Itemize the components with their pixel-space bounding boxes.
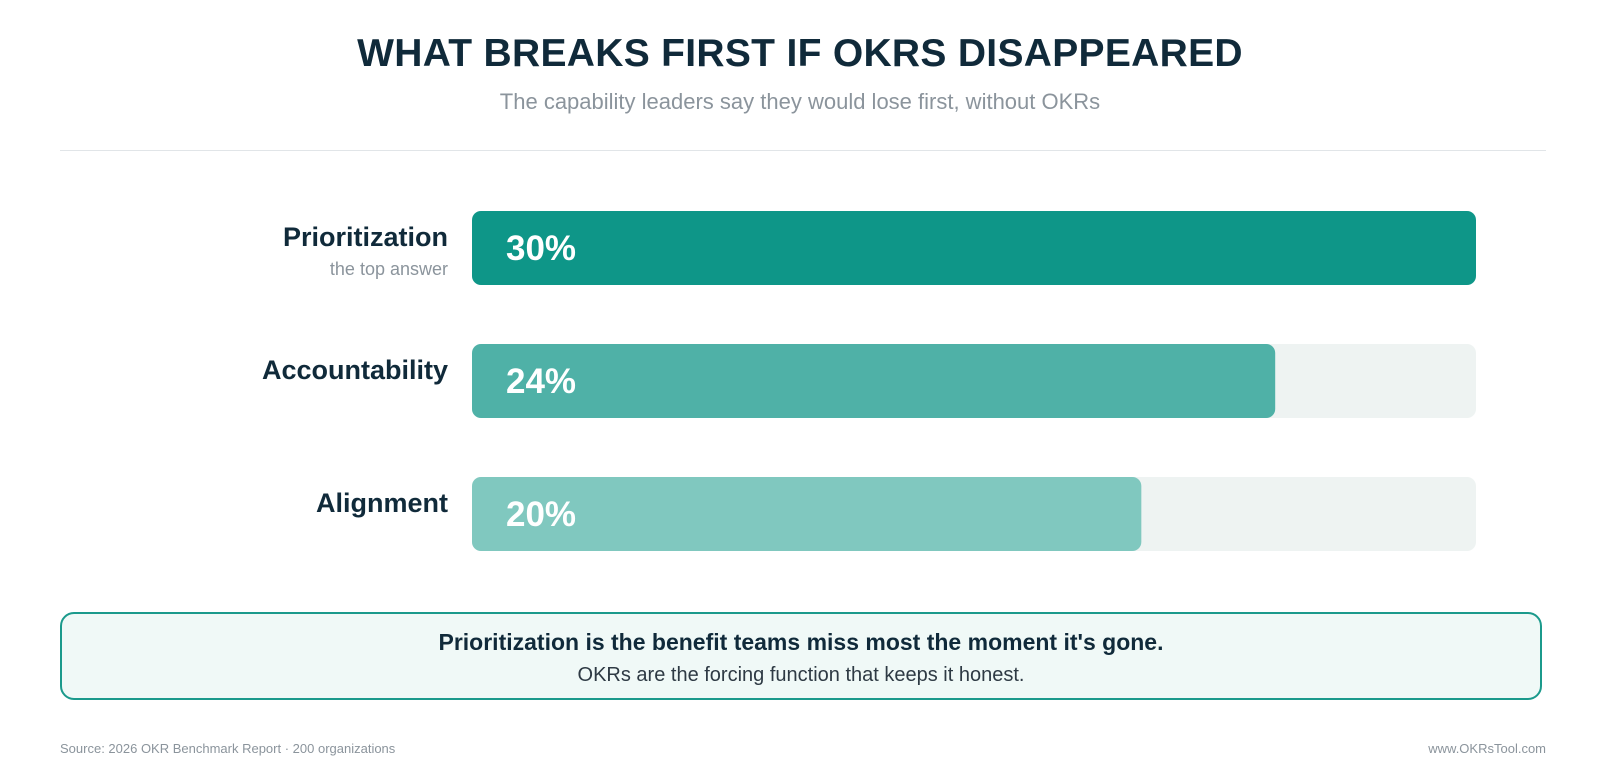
- category-label: Prioritization: [283, 222, 448, 252]
- data-label: 30%: [506, 229, 576, 268]
- data-label: 24%: [506, 362, 576, 401]
- source-note: Source: 2026 OKR Benchmark Report · 200 …: [60, 741, 396, 756]
- category-label: Alignment: [316, 488, 448, 518]
- bar-chart: Prioritization the top answer 30% Accountab…: [262, 211, 1476, 551]
- callout-headline: Prioritization is the benefit teams miss…: [438, 629, 1164, 655]
- page-subtitle: The capability leaders say they would lo…: [499, 89, 1101, 114]
- callout-subtext: OKRs are the forcing function that keeps…: [577, 664, 1025, 686]
- bar: [472, 477, 1142, 551]
- category-note: the top answer: [330, 259, 448, 279]
- category-label: Accountability: [262, 355, 448, 385]
- bar: [472, 344, 1276, 418]
- insight-callout: Prioritization is the benefit teams miss…: [60, 612, 1542, 700]
- header-divider: [60, 150, 1546, 151]
- data-label: 20%: [506, 495, 576, 534]
- site-url: www.OKRsTool.com: [1428, 741, 1546, 756]
- page-title: WHAT BREAKS FIRST IF OKRS DISAPPEARED: [357, 32, 1243, 75]
- bar: [472, 211, 1476, 285]
